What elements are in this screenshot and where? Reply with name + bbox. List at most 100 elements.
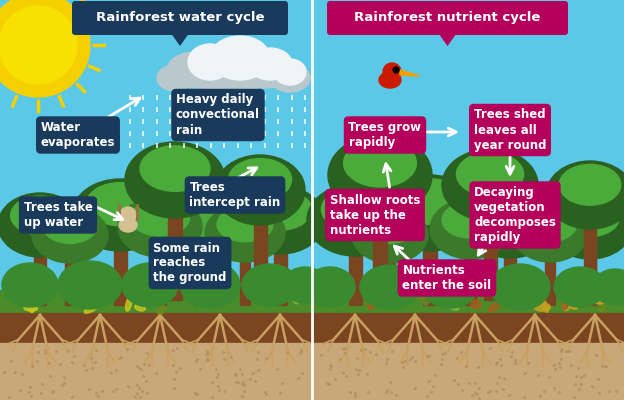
- Ellipse shape: [305, 267, 355, 307]
- Ellipse shape: [125, 297, 132, 311]
- Bar: [34, 225, 46, 305]
- Ellipse shape: [157, 65, 193, 91]
- Ellipse shape: [293, 294, 300, 304]
- Bar: [194, 230, 206, 305]
- Ellipse shape: [360, 265, 420, 309]
- Ellipse shape: [367, 290, 378, 299]
- Bar: [312, 290, 624, 315]
- Ellipse shape: [205, 204, 285, 262]
- Ellipse shape: [210, 36, 270, 80]
- Bar: [168, 180, 182, 300]
- Bar: [240, 233, 250, 305]
- Ellipse shape: [442, 202, 498, 238]
- Ellipse shape: [274, 59, 306, 85]
- Bar: [114, 215, 127, 305]
- Ellipse shape: [135, 304, 145, 311]
- Ellipse shape: [599, 303, 606, 312]
- Ellipse shape: [563, 289, 568, 300]
- Bar: [0, 290, 312, 315]
- Ellipse shape: [122, 263, 178, 307]
- Ellipse shape: [535, 304, 550, 311]
- Ellipse shape: [248, 190, 311, 230]
- Ellipse shape: [72, 179, 168, 251]
- Ellipse shape: [541, 299, 548, 312]
- Circle shape: [393, 67, 399, 73]
- Ellipse shape: [180, 262, 240, 308]
- Ellipse shape: [34, 297, 43, 306]
- Ellipse shape: [28, 297, 34, 313]
- Text: Heavy daily
convectional
rain: Heavy daily convectional rain: [176, 94, 260, 136]
- Ellipse shape: [248, 48, 292, 80]
- Bar: [504, 225, 516, 305]
- Text: Trees grow
rapidly: Trees grow rapidly: [348, 121, 421, 149]
- Ellipse shape: [140, 146, 210, 192]
- Ellipse shape: [207, 296, 215, 304]
- Text: Rainforest nutrient cycle: Rainforest nutrient cycle: [354, 12, 540, 24]
- Bar: [155, 227, 165, 305]
- Bar: [545, 233, 555, 305]
- Ellipse shape: [488, 303, 500, 312]
- Ellipse shape: [95, 297, 100, 306]
- Ellipse shape: [130, 200, 190, 236]
- Ellipse shape: [39, 290, 52, 300]
- Ellipse shape: [188, 44, 232, 80]
- Ellipse shape: [512, 204, 588, 262]
- Ellipse shape: [215, 155, 305, 225]
- Ellipse shape: [560, 198, 620, 236]
- Ellipse shape: [592, 295, 600, 304]
- Text: Trees
intercept rain: Trees intercept rain: [189, 181, 281, 209]
- Ellipse shape: [379, 72, 401, 88]
- Ellipse shape: [563, 299, 577, 309]
- Ellipse shape: [548, 195, 624, 259]
- Ellipse shape: [167, 52, 223, 88]
- Ellipse shape: [422, 290, 431, 305]
- Bar: [385, 235, 395, 305]
- Circle shape: [0, 0, 90, 97]
- Ellipse shape: [380, 175, 480, 251]
- Ellipse shape: [321, 188, 389, 231]
- Text: Water
evaporates: Water evaporates: [41, 121, 115, 149]
- Bar: [273, 220, 286, 305]
- Ellipse shape: [170, 201, 230, 240]
- Circle shape: [120, 207, 136, 223]
- Ellipse shape: [270, 64, 310, 92]
- Ellipse shape: [554, 267, 606, 307]
- Text: Trees shed
leaves all
year round: Trees shed leaves all year round: [474, 108, 546, 152]
- Bar: [0, 343, 312, 400]
- Ellipse shape: [44, 210, 97, 243]
- Ellipse shape: [444, 300, 459, 310]
- Ellipse shape: [2, 263, 58, 307]
- Ellipse shape: [395, 179, 465, 224]
- Ellipse shape: [237, 52, 293, 88]
- Ellipse shape: [430, 199, 510, 259]
- Ellipse shape: [364, 284, 373, 301]
- Text: Decaying
vegetation
decomposes
rapidly: Decaying vegetation decomposes rapidly: [474, 186, 556, 244]
- Ellipse shape: [479, 195, 541, 235]
- Text: Some rain
reaches
the ground: Some rain reaches the ground: [154, 242, 227, 284]
- Text: Trees take
up water: Trees take up water: [24, 201, 92, 229]
- Bar: [0, 313, 312, 345]
- Ellipse shape: [559, 164, 621, 205]
- Bar: [312, 313, 624, 345]
- Ellipse shape: [352, 207, 428, 263]
- Ellipse shape: [125, 142, 225, 218]
- Ellipse shape: [562, 298, 568, 310]
- Ellipse shape: [442, 149, 538, 221]
- Text: Rainforest water cycle: Rainforest water cycle: [95, 12, 264, 24]
- Ellipse shape: [235, 186, 325, 254]
- FancyBboxPatch shape: [72, 1, 288, 35]
- Polygon shape: [170, 32, 190, 46]
- Ellipse shape: [344, 139, 416, 187]
- Polygon shape: [437, 32, 457, 46]
- Bar: [584, 195, 596, 300]
- Ellipse shape: [466, 192, 554, 258]
- Bar: [423, 213, 437, 305]
- Ellipse shape: [190, 291, 202, 304]
- Ellipse shape: [562, 301, 570, 311]
- Ellipse shape: [119, 218, 137, 232]
- Ellipse shape: [228, 158, 291, 200]
- Ellipse shape: [86, 182, 154, 226]
- Ellipse shape: [32, 207, 108, 263]
- Ellipse shape: [307, 184, 403, 256]
- Ellipse shape: [546, 161, 624, 229]
